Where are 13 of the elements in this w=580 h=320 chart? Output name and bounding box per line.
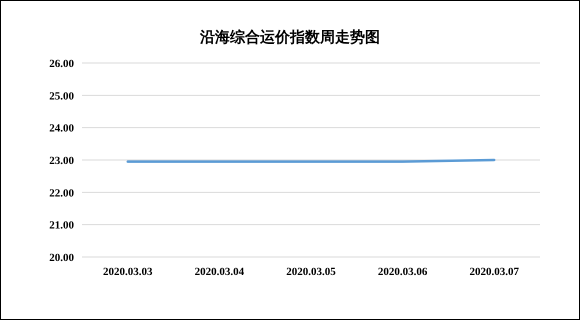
y-tick-label: 20.00 [49,252,74,264]
y-tick-label: 24.00 [49,122,74,135]
x-tick-label: 2020.03.07 [469,266,520,278]
y-tick-label: 21.00 [49,220,74,232]
y-tick-label: 26.00 [49,58,74,70]
x-tick-label: 2020.03.04 [194,266,245,278]
x-tick-label: 2020.03.03 [103,266,154,278]
y-tick-label: 22.00 [49,187,74,200]
x-tick-label: 2020.03.06 [378,266,428,278]
y-tick-label: 23.00 [49,155,74,167]
y-tick-label: 25.00 [49,90,74,102]
x-tick-label: 2020.03.05 [286,266,336,278]
chart-title: 沿海综合运价指数周走势图 [199,29,380,46]
